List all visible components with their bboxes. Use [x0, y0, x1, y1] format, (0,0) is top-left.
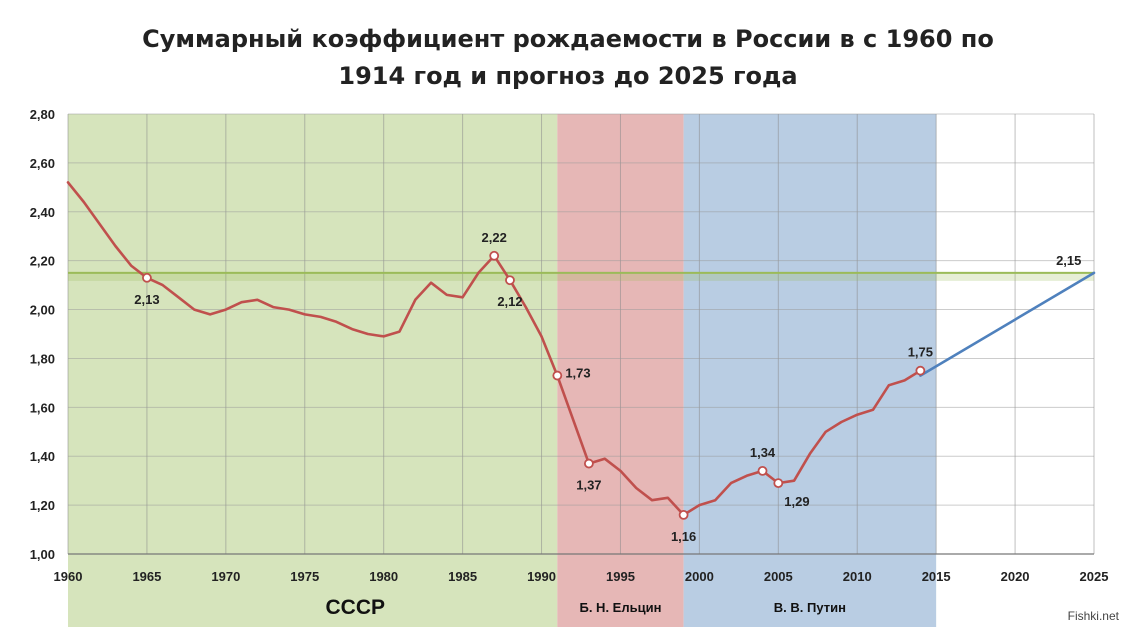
x-tick-label-11: 2015 [922, 569, 951, 584]
x-tick-label-3: 1975 [290, 569, 319, 584]
data-label-3: 1,73 [565, 366, 590, 381]
y-tick-label-2: 1,40 [30, 449, 55, 464]
era-band-2 [683, 114, 937, 627]
data-label-4: 1,37 [576, 478, 601, 493]
y-tick-label-1: 1,20 [30, 498, 55, 513]
x-tick-label-10: 2010 [843, 569, 872, 584]
y-tick-label-4: 1,80 [30, 351, 55, 366]
title-line-2: 1914 год и прогноз до 2025 года [338, 62, 797, 90]
x-tick-label-12: 2020 [1001, 569, 1030, 584]
x-tick-label-13: 2025 [1080, 569, 1109, 584]
x-tick-label-0: 1960 [54, 569, 83, 584]
y-tick-label-6: 2,20 [30, 254, 55, 269]
replacement-line-shadow [68, 271, 1094, 281]
era-labels: СССР Б. Н. Ельцин В. В. Путин [326, 596, 846, 619]
x-tick-label-7: 1995 [606, 569, 635, 584]
x-tick-label-5: 1985 [448, 569, 477, 584]
data-label-2: 2,12 [497, 294, 522, 309]
y-tick-label-7: 2,40 [30, 205, 55, 220]
x-tick-label-2: 1970 [211, 569, 240, 584]
data-point-7 [773, 478, 784, 489]
era-label-1: Б. Н. Ельцин [579, 600, 661, 615]
era-band-0 [68, 114, 558, 627]
data-label-7: 1,29 [784, 494, 809, 509]
data-point-2 [505, 275, 515, 286]
data-point-4 [583, 458, 594, 469]
title-line-1: Суммарный коэффициент рождаемости в Росс… [142, 25, 994, 53]
replacement-level [68, 271, 1094, 281]
y-tick-label-3: 1,60 [30, 400, 55, 415]
markers [142, 250, 926, 520]
chart-title: Суммарный коэффициент рождаемости в Росс… [142, 25, 994, 90]
x-tick-label-6: 1990 [527, 569, 556, 584]
data-labels: 2,15 2,13 2,22 2,12 1,73 1,37 1,16 1,34 1,29 1,75 [134, 230, 1081, 544]
data-label-5: 1,16 [671, 529, 696, 544]
era-label-0: СССР [326, 596, 386, 619]
watermark: Fishki.net [1068, 609, 1120, 623]
x-tick-label-8: 2000 [685, 569, 714, 584]
x-tick-label-9: 2005 [764, 569, 793, 584]
data-point-1 [489, 250, 500, 261]
data-point-6 [757, 465, 768, 476]
x-tick-label-1: 1965 [132, 569, 161, 584]
data-point-3 [552, 370, 563, 381]
data-point-0 [142, 272, 152, 283]
data-label-6: 1,34 [750, 445, 776, 460]
data-label-1: 2,22 [482, 230, 507, 245]
tick-labels: 1960 1965 1970 1975 1980 1985 1990 1995 2000 2005… [30, 107, 1109, 584]
x-tick-label-4: 1980 [369, 569, 398, 584]
y-tick-label-0: 1,00 [30, 547, 55, 562]
era-bands [68, 114, 937, 627]
y-tick-label-8: 2,60 [30, 156, 55, 171]
data-label-8: 1,75 [908, 345, 933, 360]
replacement-label: 2,15 [1056, 253, 1081, 268]
y-tick-label-5: 2,00 [30, 303, 55, 318]
data-point-8 [915, 365, 926, 376]
data-point-5 [678, 509, 689, 520]
data-label-0: 2,13 [134, 292, 159, 307]
forecast-line [919, 271, 1096, 377]
y-tick-label-9: 2,80 [30, 107, 55, 122]
era-label-2: В. В. Путин [774, 600, 846, 615]
